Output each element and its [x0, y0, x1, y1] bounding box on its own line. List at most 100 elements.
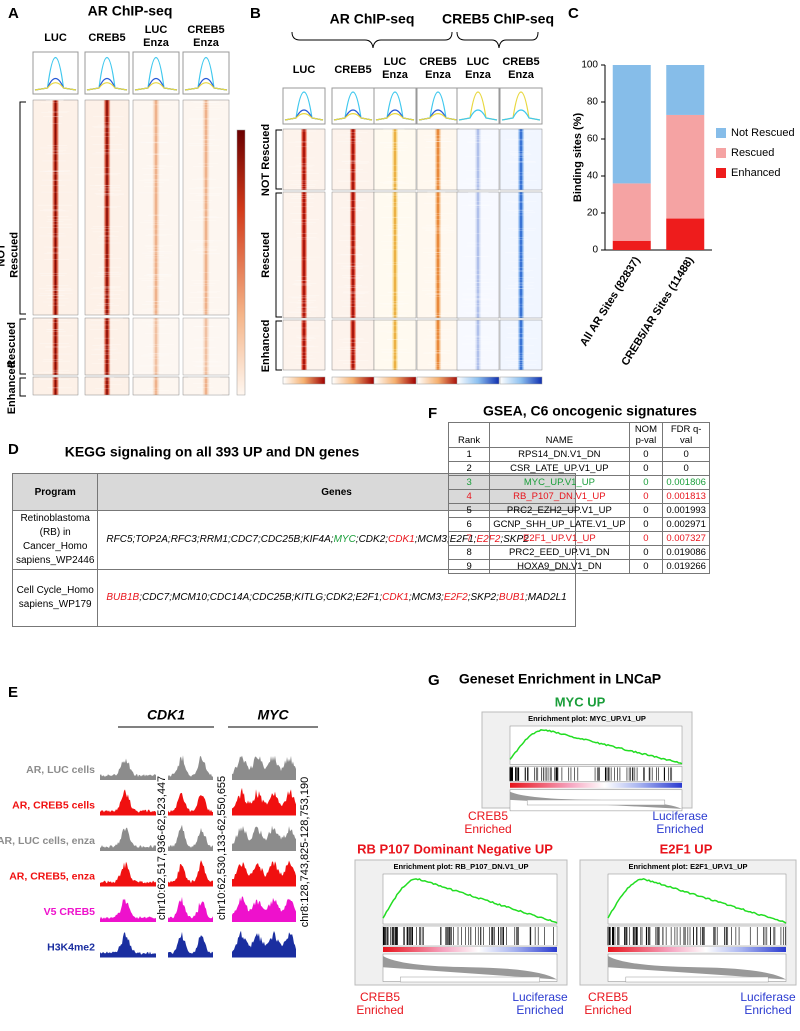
gene: MCM3 — [411, 592, 442, 603]
column-label: CREB5 — [502, 56, 539, 68]
panel-label: A — [8, 5, 19, 22]
signal-track — [168, 896, 213, 922]
column-label: Enza — [193, 37, 220, 49]
heatmap-block — [32, 376, 79, 396]
row-group-label: NOT Rescued — [260, 124, 272, 196]
rank-colorbar — [608, 947, 786, 952]
enriched-label: CREB5 — [588, 990, 628, 1004]
profile-box — [499, 87, 543, 125]
signal-track — [232, 787, 296, 816]
signal-track — [168, 755, 213, 780]
table-cell: MYC_UP.V1_UP — [489, 475, 630, 490]
profile-curve — [284, 113, 324, 121]
gene-separator: ; — [291, 592, 295, 603]
bar-segment — [612, 65, 651, 184]
table-row: 9 HOXA9_DN.V1_DN 0 0.019266 — [447, 559, 710, 574]
column-label: LUC — [384, 56, 407, 68]
table-cell: 0 — [628, 517, 664, 532]
signal-track — [168, 931, 213, 958]
enriched-label: Enriched — [464, 822, 511, 836]
x-tick-label: All AR Sites (82837) — [578, 254, 643, 348]
gene: TOP2A — [135, 534, 168, 545]
table-header-cell: Rank — [447, 422, 491, 448]
table-row: 5 PRC2_EZH2_UP.V1_UP 0 0.001993 — [447, 503, 710, 518]
table-cell: 1 — [447, 447, 491, 462]
plot-title: RB P107 Dominant Negative UP — [357, 841, 553, 856]
y-tick-label: 100 — [581, 60, 598, 71]
y-tick-label: 80 — [587, 97, 599, 108]
legend-swatch — [716, 148, 726, 158]
table-cell: 0 — [628, 447, 664, 462]
table-row: Cell Cycle_Homo sapiens_WP179 BUB1B;CDC7;… — [11, 569, 576, 627]
table-cell: 0 — [628, 503, 664, 518]
profile-curve — [134, 82, 178, 91]
gene: E2F1 — [355, 592, 380, 603]
bar-segment — [666, 218, 705, 250]
profile-curve — [333, 113, 373, 121]
heatmap-block — [416, 319, 460, 371]
enriched-label: Enriched — [356, 1003, 403, 1017]
gene-separator: ; — [330, 534, 334, 545]
colorbar — [236, 129, 246, 396]
column-label: CREB5 — [187, 24, 224, 36]
table-cell: 0 — [628, 489, 664, 504]
heatmap-block — [499, 191, 543, 319]
table-cell: 0 — [662, 447, 710, 462]
table-row: 2 CSR_LATE_UP.V1_UP 0 0 — [447, 461, 710, 476]
column-label: LUC — [293, 64, 316, 76]
row-group-label: Rescued — [260, 232, 272, 278]
table-cell: RB_P107_DN.V1_UP — [489, 489, 630, 504]
gene-separator: ; — [408, 592, 412, 603]
heatmap-block — [84, 376, 130, 396]
enriched-label: Luciferase — [652, 809, 708, 823]
table-cell: 0.001813 — [662, 489, 710, 504]
gene-separator: ; — [352, 592, 356, 603]
gene: SKP2 — [470, 592, 497, 603]
gene: CDK2 — [358, 534, 386, 545]
profile-box — [456, 87, 500, 125]
table-cell: RPS14_DN.V1_DN — [489, 447, 630, 462]
heatmap-block — [282, 128, 326, 191]
gene-separator: ; — [525, 592, 528, 603]
plot-title: MYC UP — [555, 694, 606, 709]
heatmap-block — [499, 128, 543, 191]
gene-separator: ; — [323, 592, 326, 603]
legend-strip — [400, 976, 540, 983]
table-cell: HOXA9_DN.V1_DN — [489, 559, 630, 574]
signal-track — [232, 896, 296, 922]
signal-track — [232, 930, 296, 958]
table-cell: 0 — [628, 461, 664, 476]
bar-segment — [666, 65, 705, 115]
table-cell: 3 — [447, 475, 491, 490]
enriched-label: Luciferase — [740, 990, 796, 1004]
panel-label: B — [250, 5, 261, 22]
table-cell: 6 — [447, 517, 491, 532]
table-cell: 0.001993 — [662, 503, 710, 518]
genomic-coordinate: chr8:128,743,825-128,753,190 — [299, 777, 311, 927]
column-label: Enza — [465, 69, 492, 81]
enrichment-curve — [509, 729, 683, 765]
bar-segment — [612, 183, 651, 241]
heatmap-block — [182, 317, 230, 376]
gene-separator: ; — [207, 592, 210, 603]
legend-label: Not Rescued — [731, 127, 795, 139]
profile-curve — [184, 56, 228, 91]
gene: CDK1 — [388, 534, 415, 545]
profile-curve — [184, 82, 228, 91]
gene-separator: ; — [227, 534, 231, 545]
gene-separator: ; — [139, 592, 142, 603]
profile-box — [331, 87, 375, 125]
table-header-cell: NOM p-val — [628, 422, 664, 448]
column-label: CREB5 — [419, 56, 456, 68]
signal-track — [232, 755, 296, 780]
program-cell: Cell Cycle_Homo sapiens_WP179 — [11, 569, 99, 627]
heatmap-block — [132, 99, 180, 316]
column-label: Enza — [143, 37, 170, 49]
signal-track — [100, 789, 156, 816]
gene-separator: ; — [169, 592, 172, 603]
profile-curve — [86, 82, 128, 91]
gene: CDC7 — [230, 534, 258, 545]
heatmap-block — [373, 191, 417, 319]
profile-box — [282, 87, 326, 125]
row-group-label: NOT — [0, 243, 7, 267]
